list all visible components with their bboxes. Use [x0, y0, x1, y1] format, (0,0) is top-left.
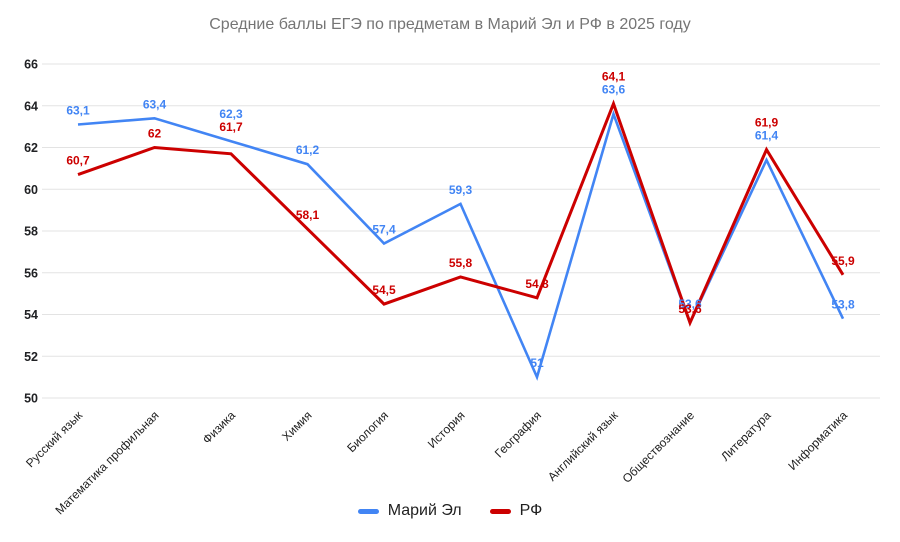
x-axis-label: Обществознание [620, 408, 698, 486]
y-axis-tick-label: 60 [24, 183, 38, 197]
data-label: 58,1 [296, 208, 320, 222]
x-axis-label: Русский язык [23, 408, 86, 471]
data-label: 55,9 [831, 254, 855, 268]
y-axis-tick-label: 66 [24, 58, 38, 72]
legend: Марий Эл РФ [0, 502, 900, 520]
data-label: 62,3 [219, 107, 243, 121]
data-label: 60,7 [66, 154, 90, 168]
legend-label-rf: РФ [519, 502, 543, 519]
data-label: 55,8 [449, 256, 473, 270]
data-label: 53,6 [678, 297, 702, 311]
y-axis-tick-label: 62 [24, 141, 38, 155]
legend-dash-icon [489, 508, 511, 514]
chart-title: Средние баллы ЕГЭ по предметам в Марий Э… [209, 16, 691, 33]
data-label: 63,6 [602, 83, 626, 97]
data-label: 53,8 [831, 298, 855, 312]
data-label: 59,3 [449, 183, 473, 197]
x-axis-label: Химия [279, 408, 314, 443]
data-label: 54,5 [372, 283, 396, 297]
data-label: 63,4 [143, 97, 167, 111]
x-axis-label: Информатика [785, 408, 850, 473]
legend-item-rf[interactable]: РФ [489, 502, 543, 520]
y-axis-tick-label: 56 [24, 266, 38, 280]
y-axis-tick-label: 52 [24, 350, 38, 364]
legend-label-mariy-el: Марий Эл [387, 502, 462, 519]
x-axis-label: Литература [718, 408, 774, 464]
data-label: 61,7 [219, 120, 243, 134]
data-label: 61,9 [755, 116, 779, 130]
series-line-mariy-el[interactable] [77, 109, 845, 381]
data-label: 61,2 [296, 143, 320, 157]
y-axis-tick-label: 50 [24, 392, 38, 406]
data-label: 63,1 [66, 104, 90, 118]
x-axis-label: Английский язык [545, 408, 621, 484]
data-label: 51 [530, 356, 544, 370]
legend-item-mariy-el[interactable]: Марий Эл [357, 502, 462, 520]
legend-dash-icon [357, 508, 379, 514]
data-label: 61,4 [755, 129, 779, 143]
y-axis-tick-label: 58 [24, 225, 38, 239]
x-axis-label: История [425, 408, 468, 451]
y-axis-tick-label: 64 [24, 99, 38, 113]
data-label: 64,1 [602, 70, 626, 84]
x-axis-label: Биология [344, 408, 391, 455]
series-line-rf[interactable] [77, 99, 845, 327]
data-label: 62 [148, 127, 162, 141]
x-axis-label: География [492, 408, 544, 460]
y-axis-tick-label: 54 [24, 308, 38, 322]
x-axis-label: Физика [200, 408, 239, 447]
data-label: 53,6 [678, 302, 702, 316]
data-label: 54,8 [525, 277, 549, 291]
data-label: 57,4 [372, 223, 396, 237]
